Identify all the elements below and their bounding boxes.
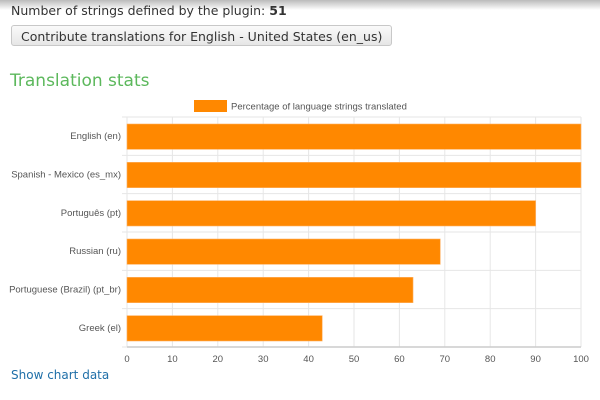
- bar: [126, 162, 582, 188]
- bar: [126, 238, 441, 265]
- top-shadow: [0, 0, 600, 10]
- x-tick-label: 70: [440, 354, 451, 365]
- y-tick-label: Greek (el): [79, 323, 121, 334]
- contribute-translations-button[interactable]: Contribute translations for English - Un…: [11, 25, 393, 46]
- x-tick-label: 90: [530, 354, 541, 365]
- show-chart-data-link[interactable]: Show chart data: [11, 368, 110, 382]
- x-tick-label: 40: [303, 354, 314, 365]
- x-tick-label: 100: [573, 354, 589, 365]
- legend-swatch: [194, 100, 227, 112]
- section-title: Translation stats: [10, 71, 150, 91]
- x-tick-label: 60: [394, 354, 405, 365]
- x-tick-label: 0: [124, 354, 129, 365]
- string-count: Number of strings defined by the plugin:…: [11, 3, 287, 18]
- count-label: Number of strings defined by the plugin:: [11, 3, 266, 18]
- count-value: 51: [269, 3, 287, 18]
- bar: [126, 200, 536, 227]
- y-tick-label: English (en): [70, 131, 121, 142]
- bar: [126, 277, 414, 303]
- bar: [126, 123, 582, 150]
- y-tick-label: Português (pt): [61, 208, 121, 219]
- x-tick-label: 50: [349, 354, 360, 365]
- y-tick-label: Spanish - Mexico (es_mx): [11, 170, 121, 181]
- legend-label: Percentage of language strings translate…: [231, 102, 407, 113]
- x-tick-label: 10: [167, 354, 178, 365]
- y-tick-label: Portuguese (Brazil) (pt_br): [9, 285, 121, 296]
- x-tick-label: 80: [485, 354, 496, 365]
- y-tick-label: Russian (ru): [69, 246, 121, 257]
- x-tick-label: 30: [258, 354, 269, 365]
- x-tick-label: 20: [213, 354, 224, 365]
- bar: [126, 315, 323, 342]
